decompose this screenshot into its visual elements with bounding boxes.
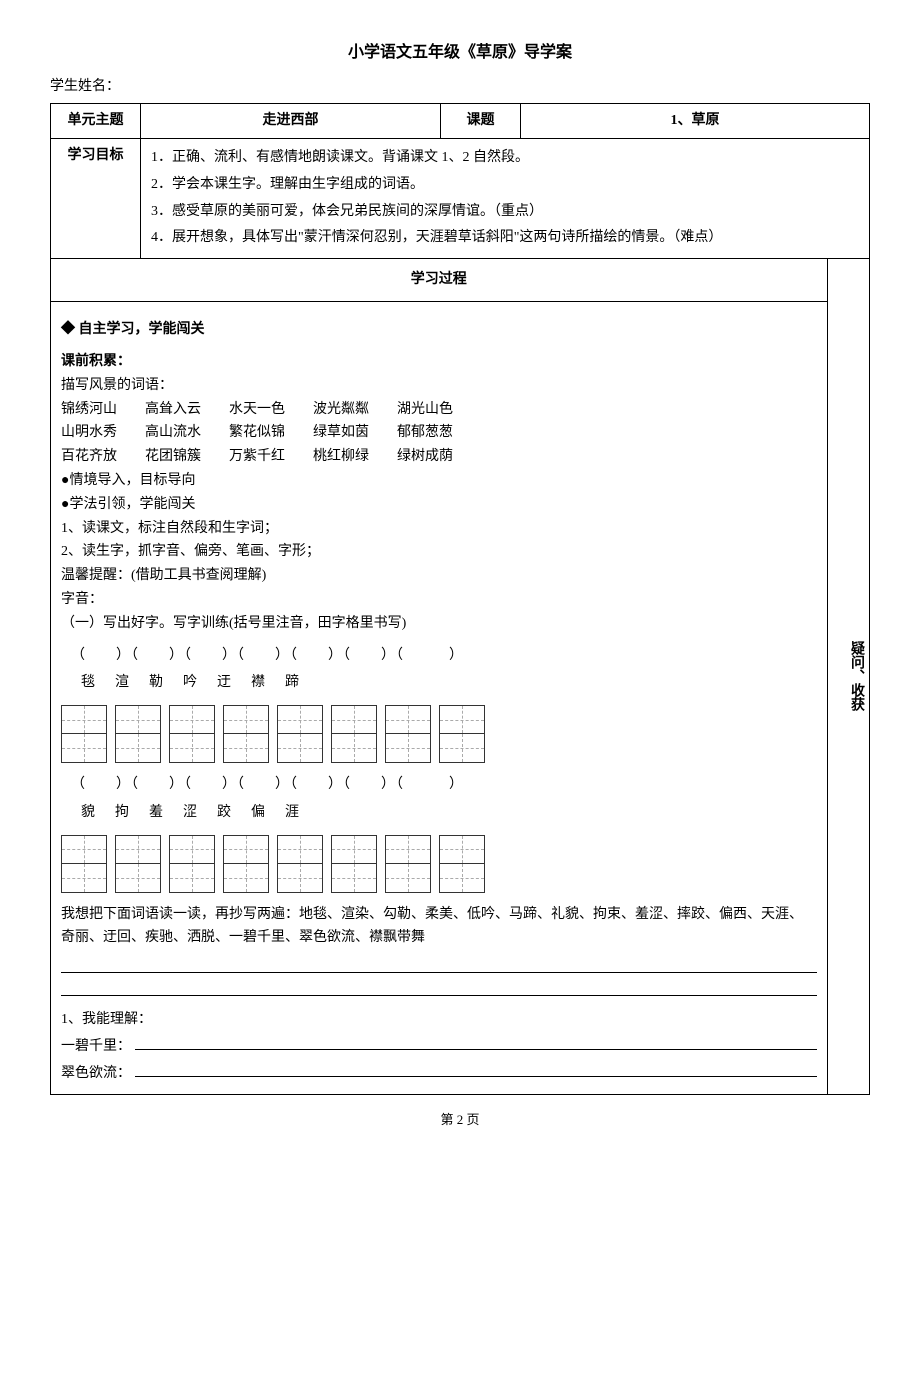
unit-theme-label: 单元主题: [51, 103, 141, 138]
task-line: 2、读生字，抓字音、偏旁、笔画、字形；: [61, 540, 817, 564]
lesson-value: 1、草原: [521, 103, 870, 138]
student-name-label: 学生姓名：: [50, 76, 870, 98]
page-title: 小学语文五年级《草原》导学案: [50, 40, 870, 66]
idiom-row: 百花齐放 花团锦簇 万紫千红 桃红柳绿 绿树成荫: [61, 445, 817, 469]
notes-column-label: 疑问、收获: [827, 259, 869, 1094]
goal-item: 1．正确、流利、有感情地朗读课文。背诵课文 1、2 自然段。: [151, 145, 859, 172]
idiom-row: 山明水秀 高山流水 繁花似锦 绿草如茵 郁郁葱葱: [61, 421, 817, 445]
definition-line: 一碧千里：: [61, 1032, 817, 1059]
char-row-1: 毯渲勒吟迂襟蹄: [81, 671, 817, 695]
definition-blank[interactable]: [135, 1032, 817, 1050]
paren-row-1: （ ）（ ）（ ）（ ）（ ）（ ）（ ）: [71, 644, 817, 668]
goal-item: 4．展开想象，具体写出"蒙汗情深何忍别，天涯碧草话斜阳"这两句诗所描绘的情景。（…: [151, 225, 859, 252]
definition-line: 翠色欲流：: [61, 1059, 817, 1086]
process-header: 学习过程: [51, 259, 827, 302]
goal-item: 2．学会本课生字。理解由生字组成的词语。: [151, 172, 859, 199]
idiom-row: 锦绣河山 高耸入云 水天一色 波光粼粼 湖光山色: [61, 398, 817, 422]
context-entry: ●情境导入，目标导向: [61, 469, 817, 493]
writing-header: （一）写出好字。写字训练(括号里注音，田字格里书写): [61, 612, 817, 636]
page-number: 第 2 页: [50, 1110, 870, 1131]
unit-theme-value: 走进西部: [141, 103, 441, 138]
paren-row-2: （ ）（ ）（ ）（ ）（ ）（ ）（ ）: [71, 773, 817, 797]
char-row-2: 貌拘羞涩跤偏涯: [81, 801, 817, 825]
prestudy-label: 课前积累：: [61, 350, 817, 374]
vocab-intro: 我想把下面词语读一读，再抄写两遍：地毯、渲染、勾勒、柔美、低吟、马蹄、礼貌、拘束…: [61, 903, 817, 951]
task-line: 字音：: [61, 588, 817, 612]
goals-content: 1．正确、流利、有感情地朗读课文。背诵课文 1、2 自然段。 2．学会本课生字。…: [141, 139, 870, 258]
write-line[interactable]: [61, 953, 817, 973]
tianzige-row-2: [61, 835, 817, 893]
lesson-label: 课题: [441, 103, 521, 138]
process-body: ◆ 自主学习，学能闯关 课前积累： 描写风景的词语： 锦绣河山 高耸入云 水天一…: [51, 302, 827, 1094]
goal-item: 3．感受草原的美丽可爱，体会兄弟民族间的深厚情谊。（重点）: [151, 199, 859, 226]
guide-table: 单元主题 走进西部 课题 1、草原 学习目标 1．正确、流利、有感情地朗读课文。…: [50, 103, 870, 1095]
definition-blank[interactable]: [135, 1059, 817, 1077]
understand-label: 1、我能理解：: [61, 1008, 817, 1032]
task-line: 温馨提醒：(借助工具书查阅理解): [61, 564, 817, 588]
self-study-title: ◆ 自主学习，学能闯关: [61, 318, 817, 342]
tianzige-row-1: [61, 705, 817, 763]
scenery-label: 描写风景的词语：: [61, 374, 817, 398]
goals-label: 学习目标: [51, 139, 141, 258]
write-line[interactable]: [61, 976, 817, 996]
method-lead: ●学法引领，学能闯关: [61, 493, 817, 517]
task-line: 1、读课文，标注自然段和生字词；: [61, 517, 817, 541]
